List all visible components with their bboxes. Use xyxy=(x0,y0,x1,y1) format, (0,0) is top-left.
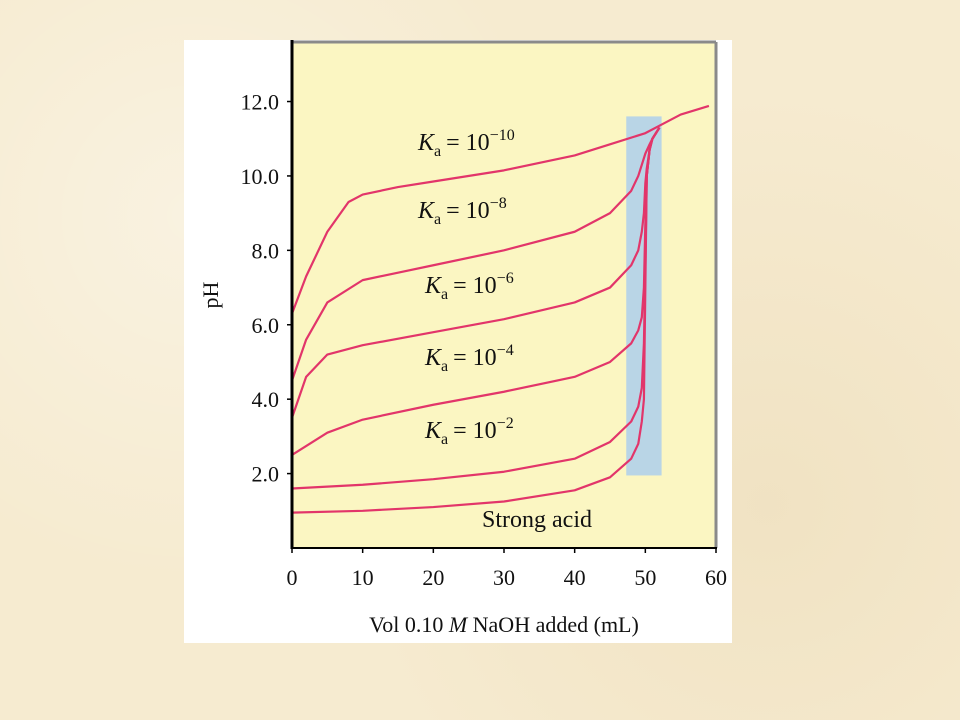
y-axis-label: pH xyxy=(198,281,223,308)
titration-curve xyxy=(290,104,710,314)
x-tick-label: 30 xyxy=(493,565,515,590)
curve-label: Ka = 10−8 xyxy=(417,195,507,228)
curve-label: Ka = 10−6 xyxy=(424,270,514,303)
label-subscript: a xyxy=(441,358,448,375)
label-symbol: K xyxy=(417,130,436,156)
label-symbol: K xyxy=(417,198,436,224)
label-exponent: −6 xyxy=(497,270,514,287)
titration-curve xyxy=(290,126,661,381)
label-exponent: −10 xyxy=(490,127,515,144)
x-label-text: NaOH added (mL) xyxy=(473,612,639,637)
x-label-text: Vol 0.10 xyxy=(369,612,443,637)
label-symbol: K xyxy=(424,418,443,444)
x-tick-label: 50 xyxy=(634,565,656,590)
label-equals: = 10 xyxy=(453,273,497,299)
label-subscript: a xyxy=(434,211,441,228)
label-exponent: −2 xyxy=(497,415,514,432)
label-equals: = 10 xyxy=(453,418,497,444)
label-equals: = 10 xyxy=(453,345,497,371)
y-tick-label: 10.0 xyxy=(241,164,280,189)
y-tick-label: 4.0 xyxy=(252,387,280,412)
label-exponent: −8 xyxy=(490,195,507,212)
y-tick-label: 2.0 xyxy=(252,462,280,487)
y-tick-label: 12.0 xyxy=(241,90,280,115)
x-tick-label: 20 xyxy=(422,565,444,590)
label-symbol: K xyxy=(424,273,443,299)
label-symbol: K xyxy=(424,345,443,371)
x-tick-label: 10 xyxy=(352,565,374,590)
label-subscript: a xyxy=(434,143,441,160)
label-equals: = 10 xyxy=(446,130,490,156)
curve-label: Ka = 10−10 xyxy=(417,127,515,160)
label-subscript: a xyxy=(441,286,448,303)
x-label-italic: M xyxy=(448,612,469,637)
label-exponent: −4 xyxy=(497,342,514,359)
x-tick-label: 40 xyxy=(564,565,586,590)
x-tick-label: 60 xyxy=(705,565,727,590)
label-equals: = 10 xyxy=(446,198,490,224)
curve-label: Strong acid xyxy=(482,507,592,533)
y-tick-label: 8.0 xyxy=(252,238,280,263)
x-axis-label: Vol 0.10 M NaOH added (mL) xyxy=(369,612,639,637)
titration-curve xyxy=(291,126,661,514)
y-tick-label: 6.0 xyxy=(252,313,280,338)
curve-label: Ka = 10−2 xyxy=(424,415,514,448)
x-tick-label: 0 xyxy=(287,565,298,590)
label-subscript: a xyxy=(441,431,448,448)
curve-label: Ka = 10−4 xyxy=(424,342,514,375)
